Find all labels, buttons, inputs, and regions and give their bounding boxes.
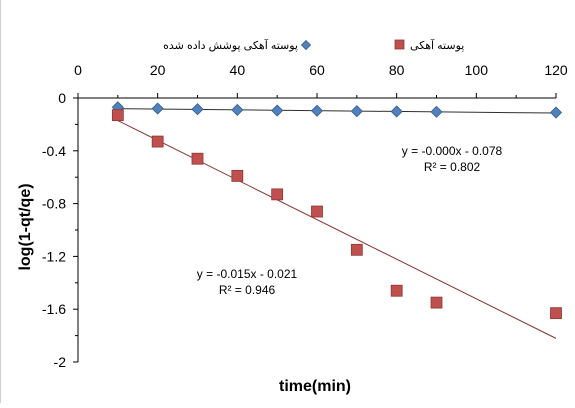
trendline-uncoated	[117, 120, 557, 339]
data-point-uncoated	[151, 135, 164, 148]
legend-marker-coated	[300, 39, 312, 51]
equation-uncoated: y = -0.015x - 0.021	[197, 267, 298, 281]
data-point-uncoated	[430, 296, 443, 309]
data-point-coated	[151, 102, 164, 115]
equation-coated: y = -0.000x - 0.078	[402, 144, 503, 158]
points-layer	[111, 101, 563, 320]
y-tick-label: -2	[54, 354, 67, 370]
trendlines-layer	[117, 108, 557, 339]
data-point-coated	[549, 106, 563, 119]
data-point-uncoated	[191, 152, 204, 165]
x-tick-label: 40	[230, 62, 246, 78]
x-tick-label: 100	[465, 62, 489, 78]
legend: پوسته آهکی پوشش داده شده پوسته آهکی	[163, 38, 464, 52]
trendline-coated	[117, 108, 557, 114]
data-point-uncoated	[550, 307, 562, 320]
x-axis-label: time(min)	[279, 378, 351, 395]
y-tick-label: -1.6	[42, 301, 66, 317]
left-border	[0, 0, 1, 403]
data-point-coated	[271, 104, 284, 117]
data-point-coated	[191, 103, 204, 116]
data-point-coated	[430, 105, 443, 118]
y-tick-label: -0.8	[42, 196, 66, 212]
x-tick-label: 120	[544, 62, 568, 78]
legend-label-uncoated: پوسته آهکی	[410, 38, 464, 52]
data-point-uncoated	[271, 188, 284, 201]
equation-uncoated: R² = 0.946	[219, 283, 276, 297]
equation-coated: R² = 0.802	[424, 160, 481, 174]
data-point-coated	[231, 103, 244, 116]
y-tick-label: -0.4	[42, 143, 66, 159]
y-axis-label: log(1-qt/qe)	[17, 183, 34, 270]
x-tick-label: 60	[309, 62, 325, 78]
data-point-coated	[350, 105, 363, 118]
data-point-uncoated	[350, 243, 363, 256]
x-tick-label: 0	[74, 62, 82, 78]
data-point-uncoated	[111, 109, 124, 122]
axes-layer: 0 20 40 60 80 100 120 0 -0.4 -0.8 -1.2 -1.6 -2	[42, 62, 568, 370]
data-point-coated	[310, 104, 324, 117]
data-point-uncoated	[311, 205, 323, 218]
x-tick-label: 80	[389, 62, 405, 78]
data-point-uncoated	[390, 284, 403, 297]
y-tick-label: -1.2	[42, 248, 66, 264]
legend-label-coated: پوسته آهکی پوشش داده شده	[163, 38, 298, 52]
annotations-layer: y = -0.000x - 0.078 R² = 0.802 y = -0.015x…	[197, 144, 503, 297]
data-point-coated	[390, 105, 403, 118]
x-tick-label: 20	[150, 62, 166, 78]
data-point-uncoated	[231, 169, 244, 182]
legend-marker-uncoated	[394, 39, 405, 50]
y-tick-label: 0	[58, 90, 66, 106]
